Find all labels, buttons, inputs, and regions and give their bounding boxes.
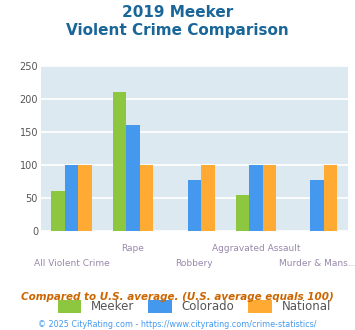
Bar bbox=[249, 165, 263, 231]
Text: Robbery: Robbery bbox=[176, 259, 213, 268]
Legend: Meeker, Colorado, National: Meeker, Colorado, National bbox=[58, 300, 331, 313]
Bar bbox=[65, 165, 78, 231]
Text: © 2025 CityRating.com - https://www.cityrating.com/crime-statistics/: © 2025 CityRating.com - https://www.city… bbox=[38, 320, 317, 329]
Text: Rape: Rape bbox=[121, 244, 144, 253]
Bar bbox=[126, 125, 140, 231]
Bar bbox=[51, 191, 65, 231]
Bar bbox=[187, 180, 201, 231]
Text: Murder & Mans...: Murder & Mans... bbox=[279, 259, 355, 268]
Text: All Violent Crime: All Violent Crime bbox=[34, 259, 109, 268]
Text: 2019 Meeker: 2019 Meeker bbox=[122, 5, 233, 20]
Text: Compared to U.S. average. (U.S. average equals 100): Compared to U.S. average. (U.S. average … bbox=[21, 292, 334, 302]
Text: Aggravated Assault: Aggravated Assault bbox=[212, 244, 300, 253]
Bar bbox=[201, 165, 215, 231]
Bar bbox=[78, 165, 92, 231]
Bar bbox=[113, 92, 126, 231]
Text: Violent Crime Comparison: Violent Crime Comparison bbox=[66, 23, 289, 38]
Bar bbox=[263, 165, 276, 231]
Bar bbox=[235, 195, 249, 231]
Bar bbox=[324, 165, 338, 231]
Bar bbox=[140, 165, 153, 231]
Bar bbox=[310, 180, 324, 231]
